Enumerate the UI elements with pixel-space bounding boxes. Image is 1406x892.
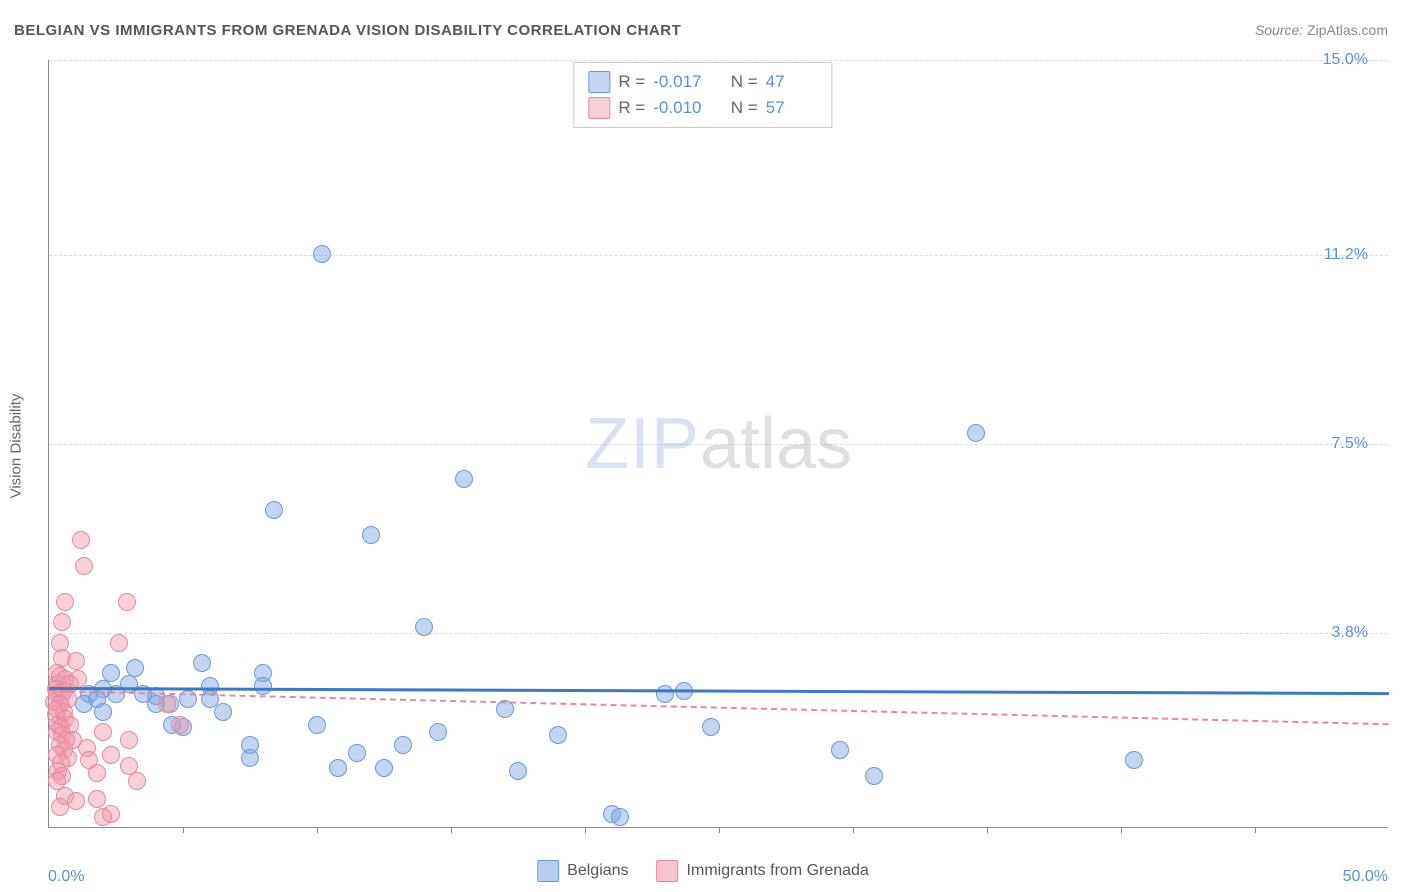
data-point [656,685,674,703]
gridline [49,255,1388,256]
data-point [549,726,567,744]
data-point [611,808,629,826]
data-point [415,618,433,636]
data-point [313,245,331,263]
data-point [509,762,527,780]
source-value: ZipAtlas.com [1307,22,1388,38]
data-point [72,531,90,549]
legend-swatch [588,71,610,93]
data-point [75,695,93,713]
n-value: 57 [766,98,818,118]
x-tick [853,827,854,833]
gridline [49,444,1388,445]
y-tick-label: 11.2% [1324,246,1368,264]
n-value: 47 [766,72,818,92]
legend-label: Immigrants from Grenada [687,862,869,880]
y-tick-label: 3.8% [1332,624,1368,642]
data-point [51,798,69,816]
data-point [80,751,98,769]
data-point [88,790,106,808]
data-point [455,470,473,488]
x-tick [1121,827,1122,833]
data-point [308,716,326,734]
legend-row: R = -0.017 N = 47 [588,69,817,95]
legend-swatch [588,97,610,119]
data-point [94,723,112,741]
series-legend: Belgians Immigrants from Grenada [537,860,869,882]
data-point [429,723,447,741]
trend-line [49,690,1389,725]
x-axis-origin-label: 0.0% [48,868,84,886]
data-point [831,741,849,759]
source-label: Source: [1255,22,1303,38]
data-point [865,767,883,785]
gridline [49,60,1388,61]
r-value: -0.017 [653,72,705,92]
n-label: N = [731,98,758,118]
r-label: R = [618,98,645,118]
correlation-legend: R = -0.017 N = 47 R = -0.010 N = 57 [573,62,832,128]
n-label: N = [731,72,758,92]
data-point [120,731,138,749]
y-tick-label: 15.0% [1323,51,1368,69]
plot-area: ZIPatlas 3.8%7.5%11.2%15.0% [48,60,1388,828]
x-tick [719,827,720,833]
r-label: R = [618,72,645,92]
data-point [67,652,85,670]
legend-swatch [537,860,559,882]
data-point [201,690,219,708]
data-point [56,593,74,611]
data-point [69,670,87,688]
data-point [254,677,272,695]
chart-container: BELGIAN VS IMMIGRANTS FROM GRENADA VISIO… [0,0,1406,892]
data-point [702,718,720,736]
source-attribution: Source: ZipAtlas.com [1255,22,1388,38]
legend-swatch [657,860,679,882]
data-point [94,808,112,826]
y-tick-label: 7.5% [1332,435,1368,453]
data-point [241,749,259,767]
data-point [171,716,189,734]
data-point [128,772,146,790]
data-point [126,659,144,677]
data-point [158,695,176,713]
legend-row: R = -0.010 N = 57 [588,95,817,121]
data-point [53,613,71,631]
x-tick [183,827,184,833]
data-point [193,654,211,672]
x-axis-max-label: 50.0% [1343,868,1388,886]
data-point [265,501,283,519]
legend-item: Belgians [537,860,628,882]
x-tick [317,827,318,833]
data-point [362,526,380,544]
chart-title: BELGIAN VS IMMIGRANTS FROM GRENADA VISIO… [14,22,681,39]
data-point [94,703,112,721]
x-tick [451,827,452,833]
data-point [348,744,366,762]
data-point [110,634,128,652]
data-point [967,424,985,442]
data-point [102,746,120,764]
data-point [375,759,393,777]
x-tick [585,827,586,833]
data-point [1125,751,1143,769]
legend-item: Immigrants from Grenada [657,860,869,882]
legend-label: Belgians [567,862,628,880]
r-value: -0.010 [653,98,705,118]
x-tick [1255,827,1256,833]
data-point [329,759,347,777]
x-tick [987,827,988,833]
y-axis-label: Vision Disability [8,394,25,499]
gridline [49,633,1388,634]
data-point [75,557,93,575]
data-point [118,593,136,611]
data-point [394,736,412,754]
data-point [214,703,232,721]
